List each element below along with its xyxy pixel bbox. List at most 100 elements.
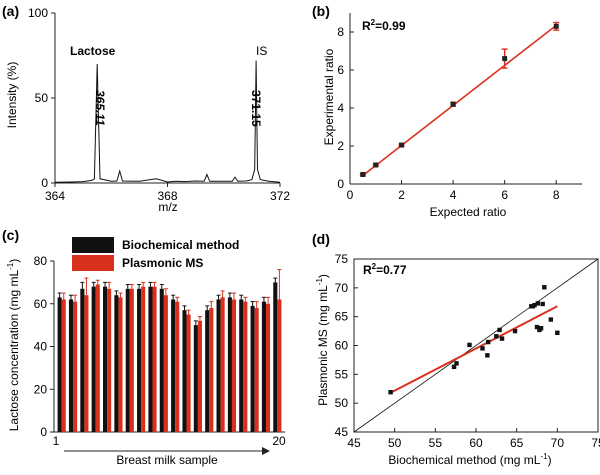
panel-d-point [480, 346, 485, 351]
panel-c-bar-plasmonic [254, 308, 259, 432]
panel-c-bar-plasmonic [277, 299, 282, 432]
panel-c-bar-plasmonic [61, 299, 66, 432]
panel-c-bar-plasmonic [186, 314, 191, 432]
panel-c-bar-biochemical [137, 288, 142, 432]
panel-b-point [450, 101, 456, 107]
panel-a-axes [54, 13, 280, 184]
panel-d-label: (d) [312, 231, 330, 247]
panel-b-fit-line [362, 24, 557, 177]
panel-a-label: (a) [2, 3, 19, 19]
panel-d-y-tick-label: 75 [335, 252, 349, 266]
panel-a-x-tick-label: 372 [270, 189, 290, 203]
panel-c-bar-plasmonic [107, 288, 112, 432]
panel-a-y-ticks: 0 50 100 [28, 6, 55, 190]
panel-c-bar-plasmonic [163, 295, 168, 432]
panel-c-bar-plasmonic [265, 303, 271, 432]
panel-c-bar-plasmonic [141, 286, 146, 432]
panel-b-axes [349, 13, 582, 185]
panel-d-point [494, 334, 499, 339]
panel-c-bar-biochemical [250, 305, 255, 432]
legend-swatch-plasmonic [72, 255, 114, 271]
legend-label-biochemical: Biochemical method [122, 238, 239, 252]
panel-d-y-tick-label: 60 [335, 339, 349, 353]
panel-b-y-tick-label: 6 [337, 63, 344, 77]
panel-c-y-tick-label: 60 [34, 297, 48, 311]
panel-c-bar-plasmonic [220, 297, 225, 432]
panel-a-is-annotation: IS [256, 44, 267, 58]
panel-b-point [553, 23, 559, 29]
panel-d-r2: R2=0.77 [363, 262, 407, 277]
panel-d-y-label: Plasmonic MS (mg mL-1) [315, 274, 330, 406]
panel-c-bars [57, 269, 282, 432]
panel-b-y-tick-label: 2 [337, 139, 344, 153]
panel-a-y-tick-label: 0 [41, 176, 48, 190]
panel-d-point [451, 364, 457, 370]
panel-a-spectrum-line [54, 60, 281, 183]
panel-d-x-tick-label: 70 [551, 436, 565, 450]
panel-b-y-tick-label: 4 [337, 101, 344, 115]
panel-b-point [360, 172, 366, 177]
panel-b: (b) 0 2 4 6 8 0 2 4 6 8 R2=0.99 Expected ratio E… [312, 3, 582, 219]
panel-c-y-label: Lactose concentration (mg mL-1) [6, 259, 21, 432]
panel-c-x-label: Breast milk sample [116, 453, 218, 467]
panel-d-point [532, 302, 537, 308]
panel-c-bar-biochemical [239, 299, 244, 432]
panel-b-x-tick-label: 8 [553, 188, 560, 202]
panel-d-point [388, 390, 393, 395]
panel-b-x-ticks: 0 2 4 6 8 [347, 180, 560, 202]
panel-c-bar-biochemical [193, 325, 198, 432]
legend-swatch-biochemical [72, 237, 114, 253]
panel-d-x-tick-label: 60 [469, 436, 483, 450]
panel-c-bar-biochemical [68, 299, 74, 432]
panel-d-x-ticks: 45 50 55 60 65 70 75 [347, 428, 600, 450]
panel-c-bar-biochemical [125, 288, 130, 432]
panel-d-x-tick-label: 55 [429, 436, 443, 450]
panel-b-y-tick-label: 0 [337, 177, 344, 191]
panel-c-bar-plasmonic [129, 288, 134, 432]
panel-c-bar-biochemical [205, 310, 210, 432]
panel-d-point [542, 285, 547, 290]
panel-c-bar-biochemical [182, 310, 187, 432]
panel-d-y-ticks: 45 50 55 60 65 70 75 [335, 252, 358, 439]
panel-c-label: (c) [2, 227, 19, 243]
panel-a-x-tick-label: 368 [157, 189, 177, 203]
panel-c-bar-plasmonic [231, 299, 237, 432]
panel-d-y-tick-label: 50 [335, 396, 349, 410]
panel-c-x-start: 1 [53, 434, 60, 448]
panel-d-point [497, 327, 502, 333]
panel-d-point [540, 301, 545, 307]
panel-c-bar-plasmonic [209, 308, 214, 432]
panel-a-lactose-annotation: Lactose [70, 44, 116, 58]
panel-d-point [534, 324, 540, 330]
panel-d-point [454, 361, 459, 366]
panel-d-y-tick-label: 65 [335, 310, 349, 324]
panel-b-x-tick-label: 4 [450, 188, 457, 202]
panel-d-x-tick-label: 45 [347, 436, 361, 450]
panel-c-bar-biochemical [227, 297, 232, 432]
panel-c-bar-plasmonic [175, 301, 180, 432]
panel-d-point [499, 336, 505, 341]
panel-d-point [486, 339, 491, 345]
panel-d-y-tick-label: 45 [335, 425, 349, 439]
panel-c-y-ticks: 0 20 40 60 80 [34, 254, 54, 439]
panel-a-peak-365-label: 365.11 [93, 90, 107, 126]
panel-c-bar-biochemical [57, 297, 62, 432]
panel-c-bar-biochemical [103, 286, 108, 432]
panel-b-label: (b) [312, 3, 330, 19]
panel-a-y-tick-label: 50 [35, 91, 49, 105]
panel-c-bar-plasmonic [73, 301, 78, 432]
panel-c-y-tick-label: 40 [34, 340, 48, 354]
panel-d-x-label: Biochemical method (mg mL-1) [388, 452, 551, 467]
panel-c-bar-biochemical [114, 295, 119, 432]
panel-d-point [485, 353, 490, 358]
panel-a-peak-371-label: 371.15 [249, 90, 263, 127]
panel-c-axes [53, 261, 285, 433]
panel-d-point [535, 301, 541, 306]
panel-c-bar-plasmonic [84, 295, 89, 432]
panel-c-bar-plasmonic [152, 286, 157, 432]
panel-c-x-arrow [64, 447, 270, 455]
panel-c-bar-biochemical [159, 288, 164, 432]
panel-d-fit-line [390, 305, 558, 394]
panel-d-y-tick-label: 70 [335, 281, 349, 295]
